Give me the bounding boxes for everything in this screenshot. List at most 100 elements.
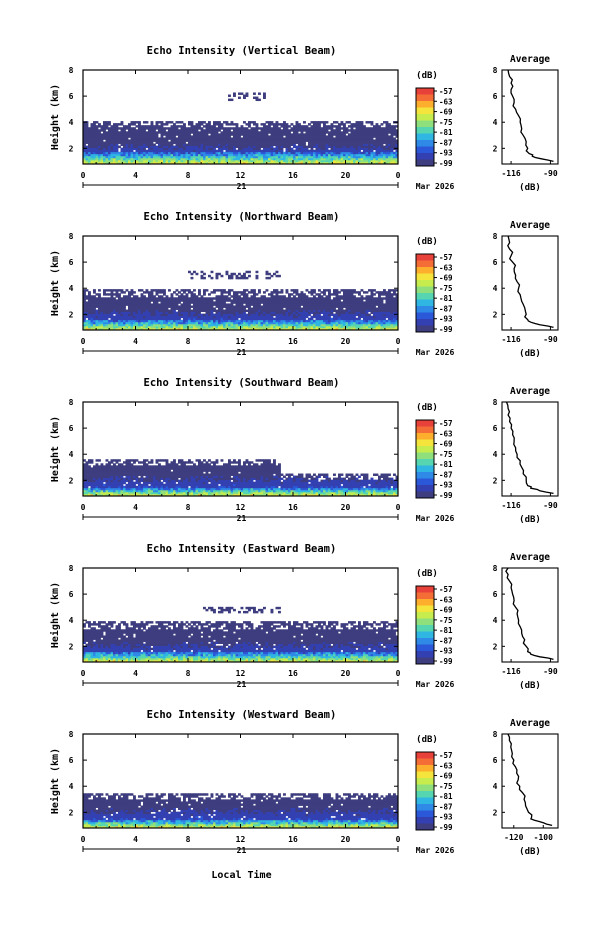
heatmap-cell xyxy=(330,129,334,132)
heatmap-cell xyxy=(340,315,344,319)
heatmap-cell xyxy=(228,311,231,315)
heatmap-cell xyxy=(330,317,334,321)
heatmap-cell xyxy=(383,159,386,163)
heatmap-cell xyxy=(235,299,239,302)
heatmap-cell xyxy=(115,315,119,319)
heatmap-cell xyxy=(200,276,204,280)
heatmap-cell xyxy=(188,145,191,149)
colorbar-swatch xyxy=(416,140,434,147)
heatmap-cell xyxy=(170,327,174,331)
heatmap-cell xyxy=(390,153,394,157)
heatmap-cell xyxy=(95,145,99,149)
heatmap-cell xyxy=(280,149,284,153)
heatmap-cell xyxy=(260,311,264,315)
heatmap-cell xyxy=(273,307,276,310)
heatmap-cell xyxy=(395,139,399,142)
heatmap-cell xyxy=(148,139,151,142)
heatmap-cell xyxy=(385,161,389,165)
heatmap-cell xyxy=(378,147,381,151)
heatmap-cell xyxy=(245,143,249,147)
heatmap-cell xyxy=(153,307,156,310)
heatmap-cell xyxy=(333,317,336,321)
heatmap-cell xyxy=(165,299,169,302)
heatmap-cell xyxy=(378,313,381,317)
heatmap-cell xyxy=(228,149,231,153)
heatmap-cell xyxy=(173,129,176,132)
heatmap-cell xyxy=(155,323,159,327)
heatmap-cell xyxy=(363,153,366,157)
heatmap-cell xyxy=(313,135,316,138)
heatmap-cell xyxy=(133,291,136,294)
heatmap-cell xyxy=(275,305,279,308)
heatmap-cell xyxy=(105,301,109,304)
heatmap-cell xyxy=(203,135,206,138)
heatmap-cell xyxy=(253,301,256,304)
heatmap-cell xyxy=(305,151,309,155)
heatmap-cell xyxy=(120,291,124,294)
heatmap-cell xyxy=(320,157,324,161)
heatmap-cell xyxy=(295,161,299,165)
heatmap-cell xyxy=(90,155,94,159)
average-x-tick-label: -116 xyxy=(501,335,520,344)
heatmap-cell xyxy=(315,323,319,327)
heatmap-cell xyxy=(130,131,134,134)
heatmap-cell xyxy=(100,129,104,132)
heatmap-cell xyxy=(275,307,279,310)
heatmap-cell xyxy=(363,305,366,308)
heatmap-cell xyxy=(258,313,261,317)
heatmap-cell xyxy=(278,311,281,315)
heatmap-cell xyxy=(180,151,184,155)
heatmap-cell xyxy=(150,317,154,321)
heatmap-cell xyxy=(213,139,216,142)
heatmap-cell xyxy=(88,143,91,147)
heatmap-cell xyxy=(328,151,331,155)
heatmap-cell xyxy=(395,157,399,161)
heatmap-cell xyxy=(255,147,259,151)
colorbar-swatch xyxy=(416,94,434,102)
heatmap-cell xyxy=(100,297,104,300)
heatmap-cell xyxy=(258,145,261,149)
heatmap-cell xyxy=(273,129,276,132)
heatmap-cell xyxy=(300,315,304,319)
heatmap-cell xyxy=(83,479,86,483)
heatmap-cell xyxy=(250,155,254,159)
heatmap-cell xyxy=(333,289,336,292)
heatmap-cell xyxy=(243,274,246,278)
heatmap-cell xyxy=(165,297,169,300)
heatmap-cell xyxy=(205,123,209,126)
heatmap-cell xyxy=(320,301,324,304)
heatmap-cell xyxy=(328,137,331,140)
heatmap-cell xyxy=(195,323,199,327)
heatmap-cell xyxy=(123,157,126,161)
heatmap-cell xyxy=(190,153,194,157)
heatmap-cell xyxy=(343,129,346,132)
heatmap-cell xyxy=(330,157,334,161)
heatmap-cell xyxy=(318,141,321,144)
heatmap-cell xyxy=(230,311,234,315)
heatmap-cell xyxy=(143,309,146,313)
heatmap-cell xyxy=(313,301,316,304)
heatmap-cell xyxy=(370,159,374,163)
heatmap-cell xyxy=(370,297,374,300)
heatmap-cell xyxy=(115,159,119,163)
heatmap-cell xyxy=(335,327,339,331)
heatmap-cell xyxy=(133,137,136,140)
heatmap-cell xyxy=(348,307,351,310)
heatmap-cell xyxy=(113,151,116,155)
heatmap-cell xyxy=(153,311,156,315)
heatmap-cell xyxy=(375,141,379,144)
heatmap-cell xyxy=(238,295,241,298)
heatmap-cell xyxy=(348,291,351,294)
heatmap-cell xyxy=(265,145,269,149)
heatmap-cell xyxy=(143,327,146,331)
heatmap-cell xyxy=(260,161,264,165)
heatmap-cell xyxy=(90,125,94,128)
heatmap-cell xyxy=(273,151,276,155)
heatmap-cell xyxy=(123,303,126,306)
heatmap-cell xyxy=(165,305,169,308)
heatmap-cell xyxy=(93,295,96,298)
heatmap-cell xyxy=(190,135,194,138)
heatmap-cell xyxy=(353,151,356,155)
heatmap-cell xyxy=(348,325,351,329)
heatmap-cell xyxy=(195,141,199,144)
